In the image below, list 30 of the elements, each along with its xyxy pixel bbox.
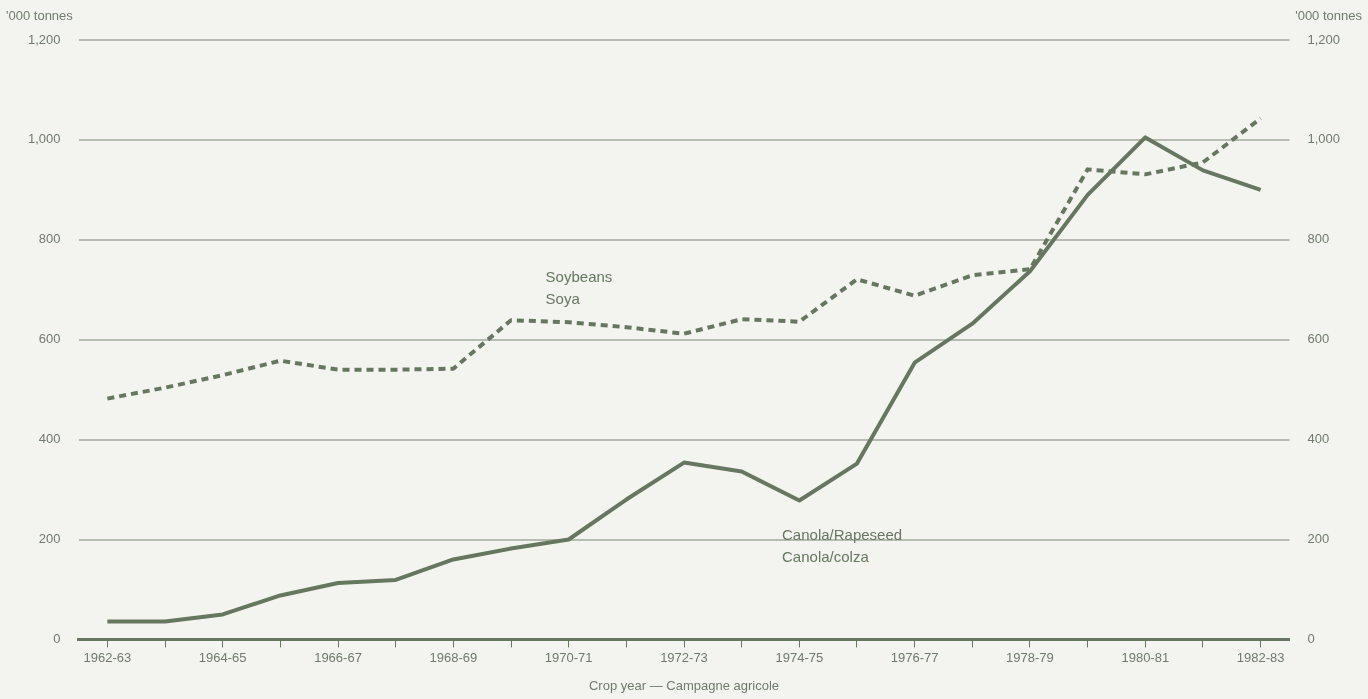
- y2-tick-label: 1,000: [1307, 131, 1341, 147]
- y2-tick-label: 600: [1307, 331, 1330, 347]
- y2-tick-label: 1,200: [1307, 31, 1341, 47]
- text: Canola/Rapeseed Canola/colza: [782, 526, 903, 566]
- x-tick-label: 1972-73: [660, 649, 708, 665]
- y-axis-title: '000 tonnes: [6, 8, 73, 23]
- y-tick-label: 1,000: [27, 131, 61, 147]
- y-tick-label: 800: [38, 231, 61, 247]
- x-tick-label: 1976-77: [890, 649, 939, 665]
- x-tick-label: 1970-71: [544, 649, 593, 665]
- y2-tick-label: 800: [1307, 231, 1330, 247]
- x-tick-label: 1974-75: [775, 649, 824, 665]
- x-tick-label: 1980-81: [1121, 649, 1170, 665]
- y-tick-label: 200: [38, 531, 61, 547]
- y-tick-label: 0: [53, 630, 61, 646]
- x-tick-label: 1978-79: [1006, 649, 1054, 665]
- x-tick-label: 1962-63: [83, 649, 132, 665]
- y-tick-label: 600: [38, 331, 61, 347]
- series-label: Soybeans Soya: [545, 267, 613, 307]
- y2-tick-label: 200: [1307, 531, 1330, 547]
- x-tick-label: 1968-69: [429, 649, 478, 665]
- x-tick-label: 1982-83: [1236, 649, 1285, 665]
- y-tick-label: 400: [38, 431, 61, 447]
- y2-tick-label: 400: [1307, 431, 1330, 447]
- x-tick-label: 1964-65: [198, 649, 247, 665]
- y2-axis-title: '000 tonnes: [1295, 8, 1362, 23]
- x-tick-label: 1966-67: [314, 649, 362, 665]
- x-axis-title: Crop year — Campagne agricole: [587, 678, 780, 693]
- y-tick-label: 1,200: [27, 31, 61, 47]
- y2-tick-label: 0: [1307, 630, 1315, 646]
